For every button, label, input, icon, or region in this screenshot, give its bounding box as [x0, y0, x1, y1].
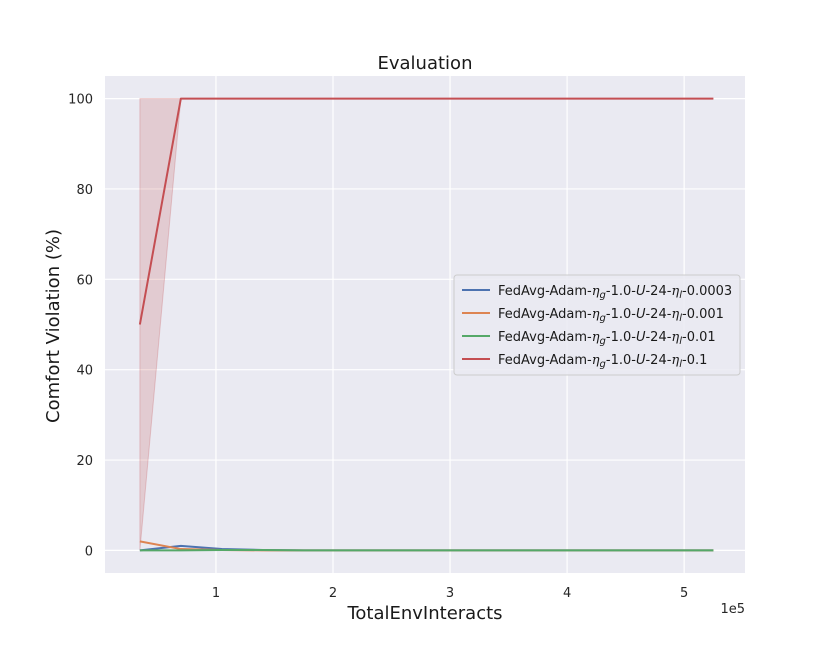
y-tick-label: 0	[85, 544, 93, 559]
x-tick-label: 2	[329, 586, 337, 601]
x-tick-labels: 1 2 3 4 5	[212, 586, 688, 601]
legend-box	[453, 274, 741, 376]
y-tick-label: 60	[76, 273, 93, 288]
y-tick-label: 80	[76, 183, 93, 198]
x-tick-label: 4	[563, 586, 571, 601]
series-lines	[138, 97, 714, 552]
chart-title: Evaluation	[378, 53, 473, 74]
y-tick-label: 40	[76, 364, 93, 379]
y-tick-label: 20	[76, 454, 93, 469]
x-tick-label: 5	[680, 586, 688, 601]
legend-label: FedAvg-Adam-ηg-1.0-U-24-ηl-0.01	[498, 330, 716, 347]
x-offset-label: 1e5	[720, 602, 745, 617]
series-line	[138, 97, 714, 325]
y-tick-labels: 0 20 40 60 80 100	[68, 93, 93, 560]
legend-label: FedAvg-Adam-ηg-1.0-U-24-ηl-0.1	[498, 353, 707, 370]
y-tick-label: 100	[68, 93, 93, 108]
legend-label: FedAvg-Adam-ηg-1.0-U-24-ηl-0.0003	[498, 284, 732, 301]
y-axis-label: Comfort Violation (%)	[43, 229, 64, 423]
legend-label: FedAvg-Adam-ηg-1.0-U-24-ηl-0.001	[498, 307, 724, 324]
x-axis-label: TotalEnvInteracts	[346, 603, 502, 624]
x-tick-label: 1	[212, 586, 220, 601]
legend: FedAvg-Adam-ηg-1.0-U-24-ηl-0.0003 FedAvg-…	[453, 274, 741, 376]
x-tick-label: 3	[446, 586, 454, 601]
